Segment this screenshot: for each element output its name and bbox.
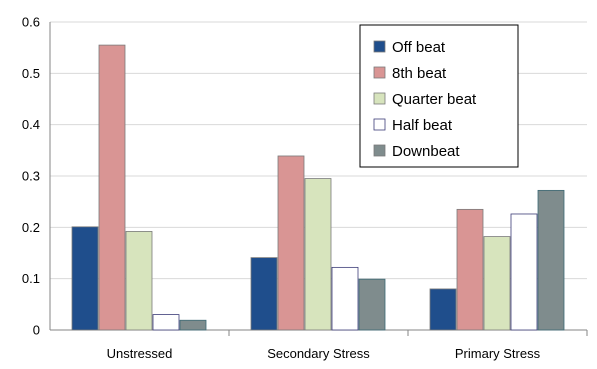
bar-quarter-beat <box>125 231 153 331</box>
y-tick-label: 0 <box>33 323 40 338</box>
bar-off-beat <box>71 226 99 331</box>
bar-quarter-beat <box>483 236 511 331</box>
bar-half-beat <box>510 213 538 331</box>
x-tick-label: Secondary Stress <box>267 346 370 361</box>
y-tick-label: 0.4 <box>22 117 40 132</box>
legend-label: 8th beat <box>392 65 447 82</box>
legend-label: Half beat <box>392 117 453 134</box>
legend-swatch <box>373 144 386 157</box>
x-tick-label: Unstressed <box>107 346 173 361</box>
y-tick-label: 0.6 <box>22 15 40 30</box>
bar-off-beat <box>250 257 278 331</box>
y-tick-label: 0.3 <box>22 169 40 184</box>
y-tick-label: 0.1 <box>22 271 40 286</box>
bar-8th-beat <box>98 44 126 331</box>
axes: 0 0.1 0.2 0.3 0.4 0.5 0.6 Unstressed Secondary S… <box>22 15 588 361</box>
legend-label: Off beat <box>392 39 446 56</box>
y-tick-label: 0.2 <box>22 220 40 235</box>
legend-label: Quarter beat <box>392 91 477 108</box>
bar-quarter-beat <box>304 178 332 331</box>
x-tick-label: Primary Stress <box>455 346 541 361</box>
bar-8th-beat <box>456 208 484 331</box>
bars <box>71 44 565 331</box>
bar-8th-beat <box>277 155 305 331</box>
bar-off-beat <box>429 288 457 331</box>
legend: Off beat 8th beat Quarter beat Half beat Dow… <box>359 24 519 168</box>
legend-swatch <box>373 118 386 131</box>
legend-swatch <box>373 40 386 53</box>
bar-downbeat <box>358 278 386 331</box>
legend-box <box>359 24 519 168</box>
bar-downbeat <box>179 319 207 331</box>
y-tick-label: 0.5 <box>22 66 40 81</box>
bar-half-beat <box>331 266 359 331</box>
bar-downbeat <box>537 189 565 331</box>
legend-label: Downbeat <box>392 143 460 160</box>
bar-half-beat <box>152 314 180 331</box>
legend-swatch <box>373 92 386 105</box>
legend-swatch <box>373 66 386 79</box>
